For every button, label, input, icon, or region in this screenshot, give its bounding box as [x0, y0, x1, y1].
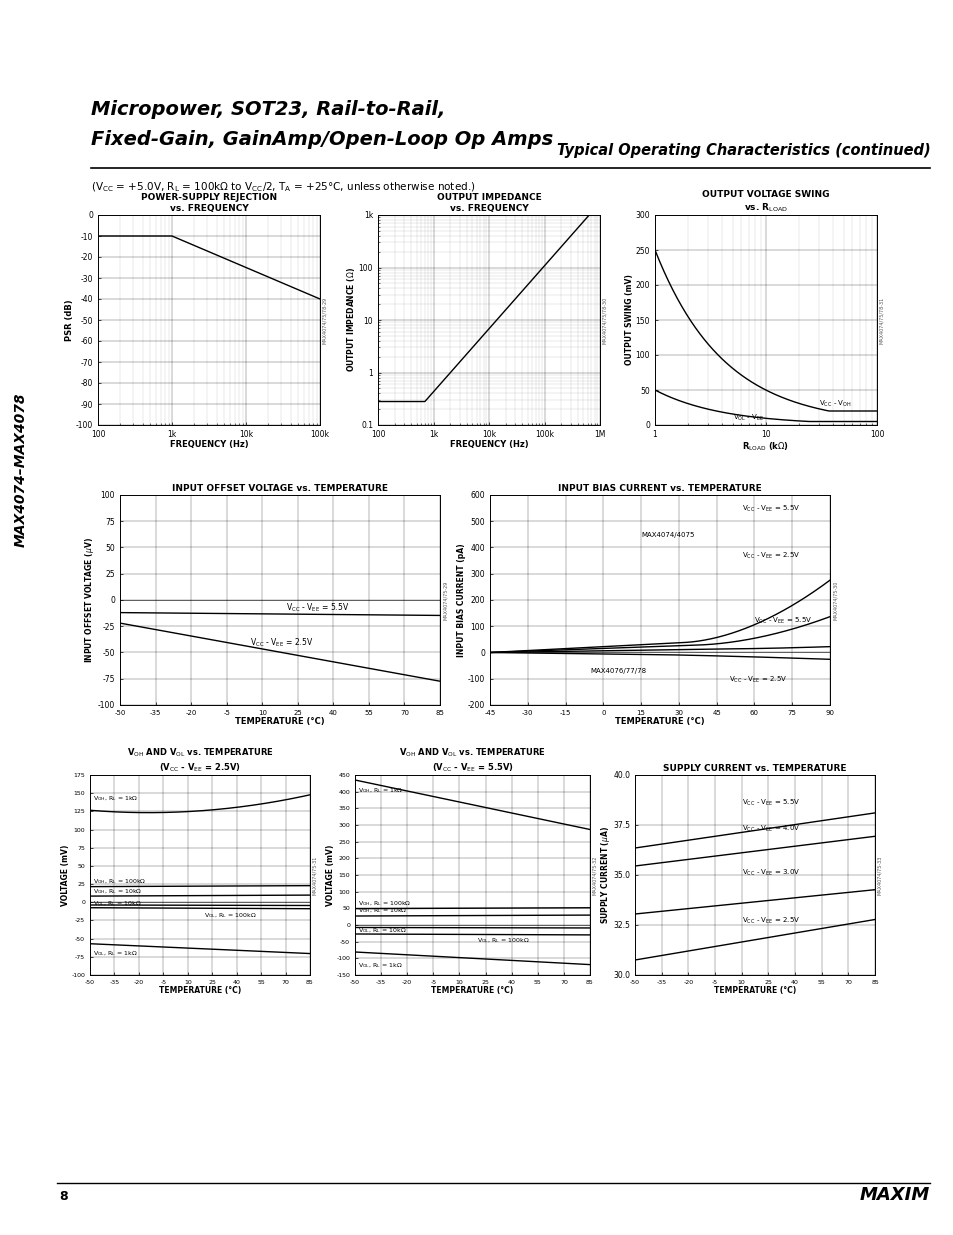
- Y-axis label: OUTPUT IMPEDANCE ($\Omega$): OUTPUT IMPEDANCE ($\Omega$): [345, 268, 356, 373]
- Y-axis label: SUPPLY CURRENT ($\mu$A): SUPPLY CURRENT ($\mu$A): [598, 826, 611, 924]
- Text: V$_{\rm OL}$, R$_{\rm L}$ = 10k$\Omega$: V$_{\rm OL}$, R$_{\rm L}$ = 10k$\Omega$: [93, 899, 142, 908]
- Title: V$_{\rm OH}$ AND V$_{\rm OL}$ vs. TEMPERATURE
(V$_{\rm CC}$ - V$_{\rm EE}$ = 2.5: V$_{\rm OH}$ AND V$_{\rm OL}$ vs. TEMPER…: [127, 747, 274, 774]
- Text: V$_{\rm OL}$, R$_{\rm L}$ = 1k$\Omega$: V$_{\rm OL}$, R$_{\rm L}$ = 1k$\Omega$: [358, 961, 403, 969]
- Text: V$_{\rm CC}$ - V$_{\rm EE}$ = 2.5V: V$_{\rm CC}$ - V$_{\rm EE}$ = 2.5V: [741, 551, 800, 561]
- X-axis label: FREQUENCY (Hz): FREQUENCY (Hz): [449, 440, 528, 450]
- X-axis label: TEMPERATURE (°C): TEMPERATURE (°C): [713, 987, 796, 995]
- X-axis label: TEMPERATURE (°C): TEMPERATURE (°C): [159, 987, 241, 995]
- Text: Typical Operating Characteristics (continued): Typical Operating Characteristics (conti…: [556, 143, 929, 158]
- Text: V$_{\rm OL}$, R$_{\rm L}$ = 1k$\Omega$: V$_{\rm OL}$, R$_{\rm L}$ = 1k$\Omega$: [93, 948, 138, 957]
- Text: V$_{\rm CC}$ - V$_{\rm EE}$ = 5.5V: V$_{\rm CC}$ - V$_{\rm EE}$ = 5.5V: [754, 615, 812, 625]
- Text: V$_{\rm OH}$, R$_{\rm L}$ = 100k$\Omega$: V$_{\rm OH}$, R$_{\rm L}$ = 100k$\Omega$: [93, 877, 147, 887]
- Text: Micropower, SOT23, Rail-to-Rail,: Micropower, SOT23, Rail-to-Rail,: [91, 100, 444, 119]
- Y-axis label: PSR (dB): PSR (dB): [66, 299, 74, 341]
- Text: V$_{\rm OL}$, R$_{\rm L}$ = 100k$\Omega$: V$_{\rm OL}$, R$_{\rm L}$ = 100k$\Omega$: [204, 911, 256, 920]
- Text: MAX4074/75/78-30: MAX4074/75/78-30: [601, 296, 606, 343]
- Title: OUTPUT IMPEDANCE
vs. FREQUENCY: OUTPUT IMPEDANCE vs. FREQUENCY: [436, 193, 540, 212]
- Text: V$_{\rm OL}$, R$_{\rm L}$ = 10k$\Omega$: V$_{\rm OL}$, R$_{\rm L}$ = 10k$\Omega$: [358, 926, 407, 935]
- Text: V$_{\rm CC}$ - V$_{\rm EE}$ = 2.5V: V$_{\rm CC}$ - V$_{\rm EE}$ = 2.5V: [728, 674, 787, 684]
- Text: V$_{\rm CC}$ - V$_{\rm OH}$: V$_{\rm CC}$ - V$_{\rm OH}$: [818, 399, 851, 409]
- Text: V$_{\rm OH}$, R$_{\rm L}$ = 10k$\Omega$: V$_{\rm OH}$, R$_{\rm L}$ = 10k$\Omega$: [93, 887, 143, 895]
- Text: MAX4074/75/78-29: MAX4074/75/78-29: [322, 296, 327, 343]
- Text: MAX4074/75-29: MAX4074/75-29: [443, 580, 448, 620]
- Title: V$_{\rm OH}$ AND V$_{\rm OL}$ vs. TEMPERATURE
(V$_{\rm CC}$ - V$_{\rm EE}$ = 5.5: V$_{\rm OH}$ AND V$_{\rm OL}$ vs. TEMPER…: [398, 747, 545, 774]
- Text: V$_{\rm OL}$, R$_{\rm L}$ = 100k$\Omega$: V$_{\rm OL}$, R$_{\rm L}$ = 100k$\Omega$: [476, 936, 529, 945]
- Text: Fixed-Gain, GainAmp/Open-Loop Op Amps: Fixed-Gain, GainAmp/Open-Loop Op Amps: [91, 130, 553, 149]
- X-axis label: TEMPERATURE (°C): TEMPERATURE (°C): [615, 718, 704, 726]
- Text: 8: 8: [59, 1191, 68, 1203]
- Text: V$_{\rm CC}$ - V$_{\rm EE}$ = 5.5V: V$_{\rm CC}$ - V$_{\rm EE}$ = 5.5V: [286, 601, 349, 614]
- Text: MAX4074/75-33: MAX4074/75-33: [877, 856, 882, 894]
- Y-axis label: INPUT BIAS CURRENT (pA): INPUT BIAS CURRENT (pA): [457, 543, 466, 657]
- X-axis label: TEMPERATURE (°C): TEMPERATURE (°C): [235, 718, 324, 726]
- Text: MAX4074/75/78-31: MAX4074/75/78-31: [879, 296, 883, 343]
- X-axis label: FREQUENCY (Hz): FREQUENCY (Hz): [170, 440, 248, 450]
- Text: V$_{\rm CC}$ - V$_{\rm EE}$ = 3.0V: V$_{\rm CC}$ - V$_{\rm EE}$ = 3.0V: [740, 868, 800, 878]
- Text: MAX4076/77/78: MAX4076/77/78: [590, 668, 646, 674]
- Text: V$_{\rm OH}$, R$_{\rm L}$ = 1k$\Omega$: V$_{\rm OH}$, R$_{\rm L}$ = 1k$\Omega$: [93, 794, 138, 803]
- Text: MAX4074/75-32: MAX4074/75-32: [592, 856, 597, 894]
- Y-axis label: INPUT OFFSET VOLTAGE ($\mu$V): INPUT OFFSET VOLTAGE ($\mu$V): [84, 537, 96, 663]
- Text: V$_{\rm CC}$ - V$_{\rm EE}$ = 2.5V: V$_{\rm CC}$ - V$_{\rm EE}$ = 2.5V: [250, 636, 314, 648]
- Text: MAX4074–MAX4078: MAX4074–MAX4078: [14, 391, 28, 547]
- Text: MAX4074/4075: MAX4074/4075: [640, 532, 694, 538]
- Text: V$_{\rm OL}$ - V$_{\rm EE}$: V$_{\rm OL}$ - V$_{\rm EE}$: [732, 412, 763, 422]
- Text: V$_{\rm OH}$, R$_{\rm L}$ = 10k$\Omega$: V$_{\rm OH}$, R$_{\rm L}$ = 10k$\Omega$: [358, 906, 408, 915]
- Title: INPUT BIAS CURRENT vs. TEMPERATURE: INPUT BIAS CURRENT vs. TEMPERATURE: [558, 484, 761, 493]
- Text: MAX4074/75-30: MAX4074/75-30: [833, 580, 838, 620]
- Title: OUTPUT VOLTAGE SWING
vs. R$_{\rm LOAD}$: OUTPUT VOLTAGE SWING vs. R$_{\rm LOAD}$: [701, 190, 829, 215]
- Text: V$_{\rm OH}$, R$_{\rm L}$ = 1k$\Omega$: V$_{\rm OH}$, R$_{\rm L}$ = 1k$\Omega$: [358, 785, 403, 794]
- Text: V$_{\rm CC}$ - V$_{\rm EE}$ = 2.5V: V$_{\rm CC}$ - V$_{\rm EE}$ = 2.5V: [740, 916, 800, 926]
- Text: V$_{\rm CC}$ - V$_{\rm EE}$ = 5.5V: V$_{\rm CC}$ - V$_{\rm EE}$ = 5.5V: [740, 798, 800, 808]
- Text: (V$_{\rm CC}$ = +5.0V, R$_{\rm L}$ = 100k$\Omega$ to V$_{\rm CC}$/2, T$_{\rm A}$: (V$_{\rm CC}$ = +5.0V, R$_{\rm L}$ = 100…: [91, 180, 475, 194]
- X-axis label: R$_{\rm LOAD}$ (k$\Omega$): R$_{\rm LOAD}$ (k$\Omega$): [741, 440, 789, 453]
- Text: MAX4074/75-31: MAX4074/75-31: [312, 856, 316, 894]
- Y-axis label: OUTPUT SWING (mV): OUTPUT SWING (mV): [624, 274, 634, 366]
- Text: MAXIM: MAXIM: [859, 1187, 929, 1204]
- X-axis label: TEMPERATURE (°C): TEMPERATURE (°C): [431, 987, 513, 995]
- Y-axis label: VOLTAGE (mV): VOLTAGE (mV): [326, 845, 335, 905]
- Text: V$_{\rm OH}$, R$_{\rm L}$ = 100k$\Omega$: V$_{\rm OH}$, R$_{\rm L}$ = 100k$\Omega$: [358, 899, 412, 908]
- Title: POWER-SUPPLY REJECTION
vs. FREQUENCY: POWER-SUPPLY REJECTION vs. FREQUENCY: [141, 193, 276, 212]
- Y-axis label: VOLTAGE (mV): VOLTAGE (mV): [61, 845, 70, 905]
- Text: V$_{\rm CC}$ - V$_{\rm EE}$ = 5.5V: V$_{\rm CC}$ - V$_{\rm EE}$ = 5.5V: [741, 504, 800, 514]
- Title: SUPPLY CURRENT vs. TEMPERATURE: SUPPLY CURRENT vs. TEMPERATURE: [662, 763, 846, 773]
- Text: V$_{\rm CC}$ - V$_{\rm EE}$ = 4.0V: V$_{\rm CC}$ - V$_{\rm EE}$ = 4.0V: [740, 824, 800, 834]
- Title: INPUT OFFSET VOLTAGE vs. TEMPERATURE: INPUT OFFSET VOLTAGE vs. TEMPERATURE: [172, 484, 388, 493]
